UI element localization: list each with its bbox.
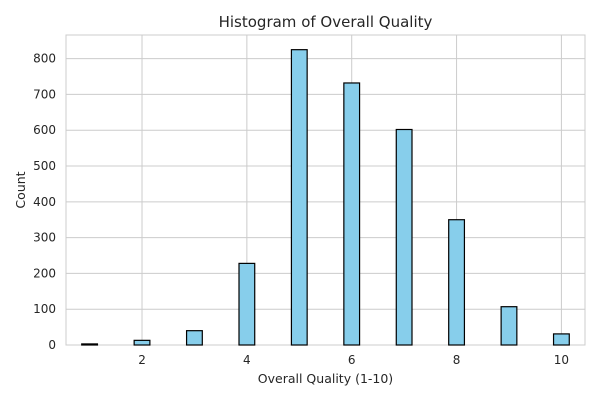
histogram-bar-2 bbox=[133, 339, 151, 346]
histogram-bar-9 bbox=[500, 306, 518, 346]
plot-area-frame bbox=[65, 34, 586, 346]
histogram-bar-8 bbox=[448, 219, 466, 346]
x-tick-label: 2 bbox=[138, 353, 146, 367]
y-tick-label: 0 bbox=[48, 338, 56, 352]
y-tick-label: 700 bbox=[33, 87, 56, 101]
x-tick-label: 4 bbox=[243, 353, 251, 367]
x-axis-label: Overall Quality (1-10) bbox=[258, 371, 393, 386]
chart-title: Histogram of Overall Quality bbox=[219, 13, 433, 31]
x-tick-label: 10 bbox=[554, 353, 569, 367]
y-tick-label: 100 bbox=[33, 302, 56, 316]
y-axis-label: Count bbox=[13, 171, 28, 208]
y-tick-label: 200 bbox=[33, 266, 56, 280]
y-tick-label: 600 bbox=[33, 123, 56, 137]
y-tick-label: 400 bbox=[33, 195, 56, 209]
ticks-layer: 0 100 200 300 400 500 600 700 800 2 4 6 8 10 bbox=[33, 52, 569, 367]
histogram-bar-6 bbox=[343, 82, 361, 346]
bars-layer bbox=[81, 49, 570, 346]
y-tick-label: 800 bbox=[33, 52, 56, 66]
histogram-bar-3 bbox=[185, 330, 203, 346]
y-tick-label: 300 bbox=[33, 231, 56, 245]
y-tick-label: 500 bbox=[33, 159, 56, 173]
histogram-bar-4 bbox=[238, 262, 256, 346]
x-tick-label: 6 bbox=[348, 353, 356, 367]
grid-layer bbox=[66, 35, 585, 346]
histogram-bar-5 bbox=[290, 49, 308, 346]
histogram-bar-10 bbox=[552, 333, 570, 346]
histogram-bar-1 bbox=[81, 343, 99, 346]
x-tick-label: 8 bbox=[453, 353, 461, 367]
histogram-bar-7 bbox=[395, 128, 413, 346]
